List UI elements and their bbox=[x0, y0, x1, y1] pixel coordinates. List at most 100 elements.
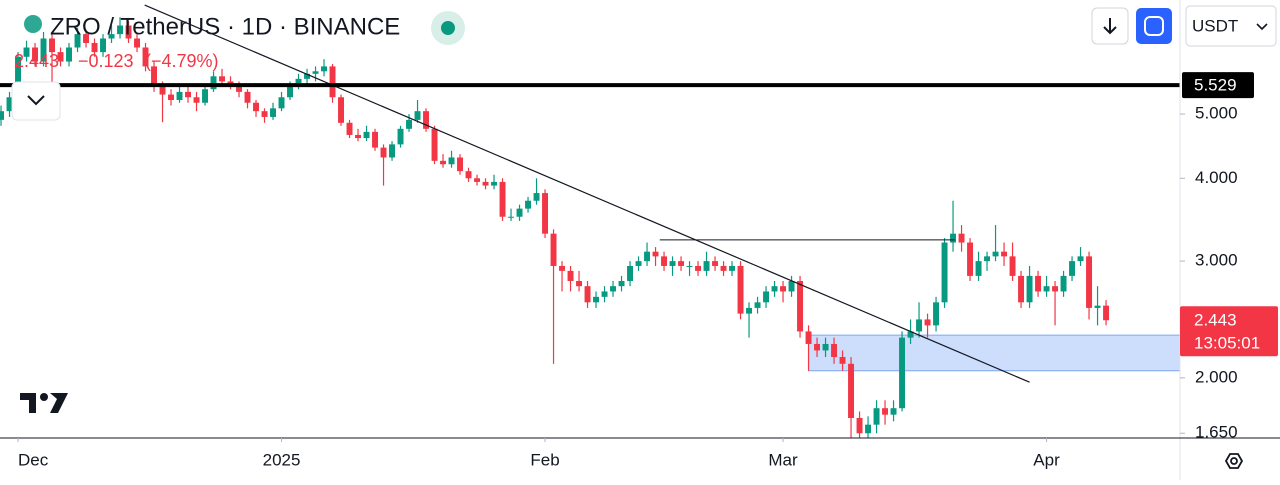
price-line-box bbox=[1182, 72, 1254, 99]
candle-body bbox=[797, 280, 804, 332]
last-price-label: 2.443 bbox=[1194, 311, 1237, 330]
candle-body bbox=[831, 343, 838, 358]
candle-body bbox=[958, 233, 965, 243]
y-tick-label: 3.000 bbox=[1195, 251, 1238, 270]
candle-body bbox=[856, 417, 863, 434]
candle-body bbox=[610, 286, 617, 292]
candle-body bbox=[678, 261, 685, 266]
download-icon bbox=[1103, 18, 1117, 35]
candle-body bbox=[1060, 275, 1067, 292]
layout-icon bbox=[1144, 16, 1164, 36]
candle-body bbox=[287, 86, 294, 98]
candle-body bbox=[627, 265, 634, 281]
x-tick-label: Mar bbox=[768, 450, 798, 469]
candle-body bbox=[491, 181, 498, 186]
candle-body bbox=[202, 89, 209, 103]
candle-body bbox=[304, 73, 311, 79]
candle-body bbox=[805, 331, 812, 344]
last-price-box bbox=[1180, 306, 1278, 357]
candle-body bbox=[941, 242, 948, 303]
candle-body bbox=[559, 265, 566, 271]
candle-body bbox=[1026, 275, 1033, 303]
plot-area bbox=[0, 4, 1180, 438]
candle-body bbox=[168, 94, 174, 100]
logo-dot bbox=[40, 393, 48, 401]
candle-body bbox=[950, 233, 957, 243]
candle-body bbox=[975, 261, 982, 276]
candle-body bbox=[967, 242, 974, 276]
candle-body bbox=[91, 42, 98, 53]
candle-body bbox=[465, 171, 472, 179]
axes: 1.650 2.000 3.000 4.000 5.000 Dec 2025 Feb Mar Ap… bbox=[17, 72, 1278, 469]
candle-body bbox=[525, 200, 532, 209]
candle-body bbox=[261, 111, 268, 117]
currency-button[interactable] bbox=[1185, 5, 1277, 47]
candle-body bbox=[1009, 256, 1016, 276]
candle-body bbox=[134, 38, 140, 48]
candle-body bbox=[236, 83, 243, 92]
candle-body bbox=[57, 52, 64, 62]
x-tick-label: Feb bbox=[530, 450, 559, 469]
trendline bbox=[144, 4, 1030, 383]
candle-body bbox=[244, 91, 251, 103]
candle-body bbox=[899, 337, 906, 409]
candle-body bbox=[321, 66, 328, 72]
currency-chevron bbox=[1256, 23, 1268, 31]
candle-body bbox=[431, 128, 438, 161]
header: ZRO / TetherUS · 1D · BINANCE 2.443 −0.1… bbox=[11, 11, 465, 121]
candle-body bbox=[576, 280, 583, 287]
candle-body bbox=[644, 251, 651, 262]
candle-body bbox=[550, 233, 557, 266]
candle-body bbox=[32, 47, 38, 62]
candle-body bbox=[295, 78, 302, 87]
candle-body bbox=[992, 251, 999, 257]
candle-body bbox=[737, 265, 744, 314]
y-tick-label: 1.650 bbox=[1195, 423, 1238, 442]
candle-body bbox=[754, 302, 761, 308]
candle-body bbox=[74, 34, 81, 48]
candle-body bbox=[440, 160, 447, 165]
candle-body bbox=[499, 181, 506, 217]
demand-zone bbox=[808, 334, 1180, 372]
candle-body bbox=[635, 261, 642, 266]
x-tick-label: 2025 bbox=[263, 450, 301, 469]
candle-body bbox=[338, 97, 345, 123]
candle-body bbox=[210, 76, 217, 90]
candle-body bbox=[66, 47, 72, 62]
symbol-icon bbox=[24, 15, 42, 33]
candle-body bbox=[474, 178, 481, 182]
candle-body bbox=[397, 128, 404, 145]
layout-button[interactable] bbox=[1136, 8, 1172, 44]
candle-body bbox=[414, 111, 421, 120]
candle-body bbox=[312, 71, 319, 74]
candle-body bbox=[542, 193, 549, 234]
header-price: 2.443 bbox=[14, 51, 59, 71]
candle-body bbox=[839, 357, 846, 364]
y-tick-label: 5.000 bbox=[1195, 104, 1238, 123]
candle-body bbox=[100, 38, 106, 53]
candle-body bbox=[822, 343, 829, 351]
candle-body bbox=[482, 181, 489, 186]
candle-body bbox=[185, 91, 191, 98]
candle-body bbox=[712, 261, 719, 266]
candle-body bbox=[389, 144, 396, 158]
candle-body bbox=[125, 25, 132, 39]
candle-body bbox=[661, 256, 668, 266]
candle-body bbox=[890, 408, 897, 415]
logo-shape bbox=[20, 393, 36, 413]
chevron-icon bbox=[27, 95, 45, 106]
candle-body bbox=[423, 111, 430, 129]
candle-body bbox=[686, 265, 693, 267]
candle-body bbox=[227, 81, 234, 84]
candle-body bbox=[984, 256, 991, 262]
candle-body bbox=[703, 261, 710, 271]
candle-body bbox=[720, 265, 727, 271]
logo bbox=[20, 393, 68, 413]
candle-body bbox=[1103, 305, 1110, 321]
candle-body bbox=[882, 408, 889, 415]
candle-body bbox=[117, 25, 123, 35]
collapse-button[interactable] bbox=[11, 81, 61, 121]
settings-button[interactable] bbox=[1224, 453, 1244, 469]
candle-body bbox=[380, 147, 387, 158]
